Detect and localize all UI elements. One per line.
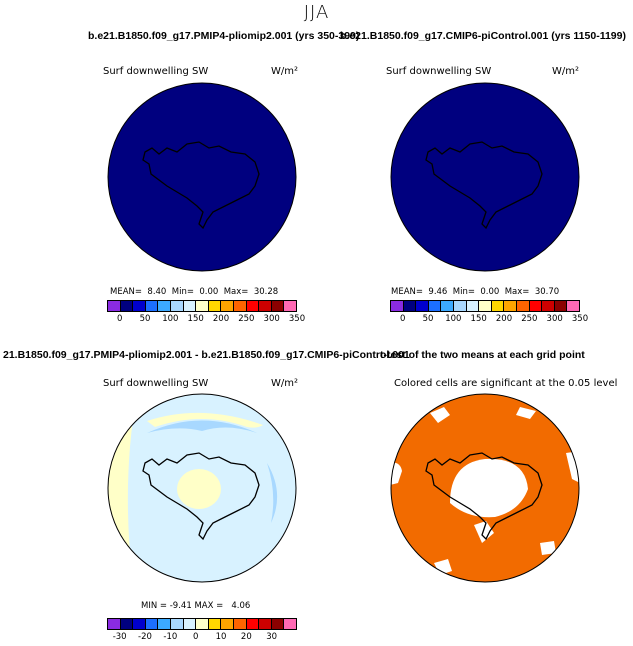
antarctica-outline [142, 452, 260, 541]
top-left-header: b.e21.B1850.f09_g17.PMIP4-pliomip2.001 (… [88, 30, 360, 42]
colorbar-tick-label: 0 [192, 632, 199, 642]
page-title: JJA [303, 2, 330, 23]
colorbar-tick-label: -20 [138, 632, 152, 642]
colorbar-swatch [221, 619, 234, 629]
colorbar-tick-label: 350 [571, 314, 589, 324]
colorbar-tick-label: 50 [422, 314, 434, 324]
colorbar-swatch [233, 301, 247, 311]
colorbar-swatch [491, 301, 505, 311]
bottom-left-map [107, 393, 297, 583]
colorbar-swatch [416, 301, 429, 311]
colorbar-swatch [170, 301, 184, 311]
colorbar-swatch [516, 301, 530, 311]
antarctica-outline [425, 141, 543, 230]
colorbar-swatch [529, 301, 543, 311]
bottom-right-note: Colored cells are significant at the 0.0… [394, 378, 618, 389]
colorbar-swatch [246, 301, 260, 311]
colorbar-tick-label: 250 [238, 314, 255, 324]
colorbar-tick-label: 250 [521, 314, 538, 324]
top-left-map [107, 82, 297, 272]
colorbar-tick-label: -30 [112, 632, 127, 642]
colorbar-swatch [208, 301, 222, 311]
colorbar-tick-label: 150 [470, 314, 487, 324]
colorbar-tick-label: 20 [240, 632, 252, 642]
colorbar-swatch [133, 619, 146, 629]
bottom-left-stats: MIN = -9.41 MAX = 4.06 [141, 601, 251, 611]
colorbar-swatch [196, 619, 209, 629]
colorbar-swatch [466, 301, 480, 311]
antarctica-outline [425, 452, 543, 541]
top-left-variable: Surf downwelling SW [103, 66, 209, 77]
colorbar-swatch [259, 301, 272, 311]
colorbar-swatch [428, 301, 442, 311]
colorbar-swatch [271, 619, 285, 629]
top-right-variable: Surf downwelling SW [386, 66, 492, 77]
colorbar-tick-label: 350 [288, 314, 306, 324]
colorbar-tick-label: -10 [163, 632, 178, 642]
colorbar-swatch [479, 301, 492, 311]
colorbar-swatch [183, 301, 197, 311]
colorbar-swatch [120, 301, 134, 311]
colorbar-swatch [504, 301, 517, 311]
colorbar-swatch [284, 301, 296, 311]
bottom-left-variable: Surf downwelling SW [103, 378, 209, 389]
bottom-left-units: W/m² [271, 378, 299, 389]
colorbar-swatch [441, 301, 454, 311]
colorbar-swatch [246, 619, 260, 629]
top-right-units: W/m² [552, 66, 580, 77]
bottom-left-header: 21.B1850.f09_g17.PMIP4-pliomip2.001 - b.… [3, 349, 410, 361]
colorbar-tick-label: 100 [445, 314, 462, 324]
colorbar-tick-label: 300 [263, 314, 280, 324]
top-right-colorbar [390, 300, 580, 312]
colorbar-swatch [567, 301, 579, 311]
colorbar-swatch [120, 619, 134, 629]
colorbar-swatch [145, 301, 159, 311]
colorbar-swatch [271, 301, 285, 311]
top-left-colorbar [107, 300, 297, 312]
colorbar-swatch [145, 619, 159, 629]
colorbar-swatch [542, 301, 555, 311]
top-right-map [390, 82, 580, 272]
colorbar-swatch [170, 619, 184, 629]
colorbar-swatch [221, 301, 234, 311]
top-left-stats: MEAN= 8.40 Min= 0.00 Max= 30.28 [110, 287, 279, 297]
colorbar-swatch [108, 301, 121, 311]
colorbar-swatch [208, 619, 222, 629]
colorbar-swatch [233, 619, 247, 629]
bottom-left-colorbar [107, 618, 297, 630]
colorbar-swatch [158, 301, 171, 311]
top-right-stats: MEAN= 9.46 Min= 0.00 Max= 30.70 [391, 287, 560, 297]
colorbar-swatch [259, 619, 272, 629]
colorbar-swatch [453, 301, 467, 311]
bottom-right-map [390, 393, 580, 583]
colorbar-tick-label: 200 [495, 314, 513, 324]
colorbar-tick-label: 150 [187, 314, 204, 324]
top-left-units: W/m² [271, 66, 299, 77]
colorbar-tick-label: 50 [139, 314, 151, 324]
colorbar-swatch [196, 301, 209, 311]
colorbar-swatch [108, 619, 121, 629]
bottom-right-header: t-test of the two means at each grid poi… [380, 349, 585, 361]
colorbar-tick-label: 200 [212, 314, 230, 324]
colorbar-swatch [403, 301, 417, 311]
antarctica-outline [142, 141, 260, 230]
colorbar-tick-label: 0 [399, 314, 406, 324]
top-right-header: b.e21.B1850.f09_g17.CMIP6-piControl.001 … [340, 30, 626, 42]
colorbar-swatch [554, 301, 568, 311]
colorbar-tick-label: 30 [266, 632, 278, 642]
colorbar-swatch [158, 619, 171, 629]
colorbar-tick-label: 0 [116, 314, 123, 324]
colorbar-swatch [284, 619, 296, 629]
colorbar-tick-label: 300 [546, 314, 563, 324]
colorbar-tick-label: 10 [215, 632, 227, 642]
colorbar-swatch [391, 301, 404, 311]
colorbar-swatch [183, 619, 197, 629]
colorbar-tick-label: 100 [162, 314, 179, 324]
colorbar-swatch [133, 301, 146, 311]
